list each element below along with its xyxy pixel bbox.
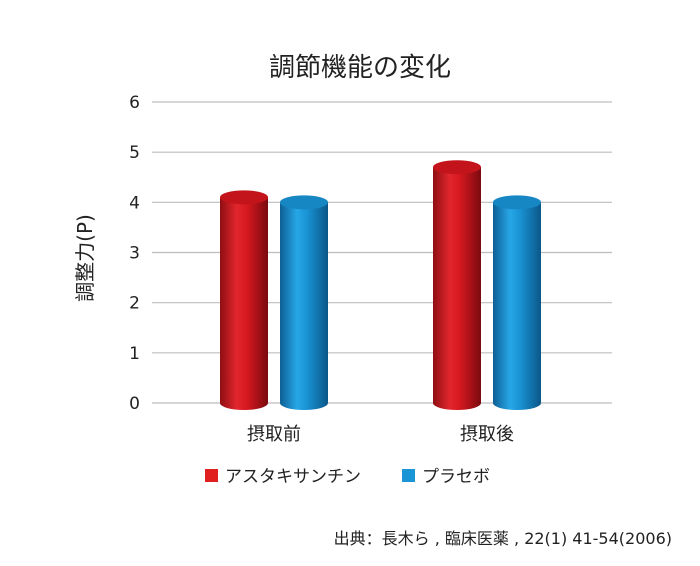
bar-placebo-0 (280, 195, 328, 410)
bar-body (433, 167, 481, 410)
bar-top (433, 160, 481, 175)
legend-label-placebo: プラセボ (422, 467, 490, 487)
y-tick-labels: 0 1 2 3 4 5 6 (129, 93, 140, 414)
source-citation: 出典：長木ら , 臨床医薬 , 22(1) 41-54(2006) (333, 529, 672, 548)
y-tick-label: 1 (129, 344, 140, 364)
x-tick-labels: 摂取前 摂取後 (247, 424, 514, 445)
bar-top (493, 195, 541, 210)
y-tick-label: 3 (129, 244, 140, 264)
x-tick-label: 摂取後 (460, 424, 514, 445)
y-tick-label: 4 (129, 193, 140, 213)
y-tick-label: 2 (129, 294, 140, 314)
legend-swatch-astaxanthin (205, 469, 218, 482)
bar-top (280, 195, 328, 210)
bar-top (220, 190, 268, 205)
bars (220, 160, 541, 410)
legend-label-astaxanthin: アスタキサンチン (225, 467, 361, 487)
bar-body (493, 202, 541, 410)
legend-swatch-placebo (402, 469, 415, 482)
legend: アスタキサンチン プラセボ (205, 467, 490, 487)
bar-astaxanthin-0 (220, 190, 268, 410)
bar-placebo-1 (493, 195, 541, 410)
bar-body (280, 202, 328, 410)
y-tick-label: 5 (129, 143, 140, 163)
y-tick-label: 0 (129, 394, 140, 414)
x-tick-label: 摂取前 (247, 424, 301, 445)
chart-title: 調節機能の変化 (269, 53, 451, 83)
bar-body (220, 197, 268, 410)
y-tick-label: 6 (129, 93, 140, 113)
bar-astaxanthin-1 (433, 160, 481, 410)
y-axis-label: 調整力(P) (73, 214, 97, 302)
